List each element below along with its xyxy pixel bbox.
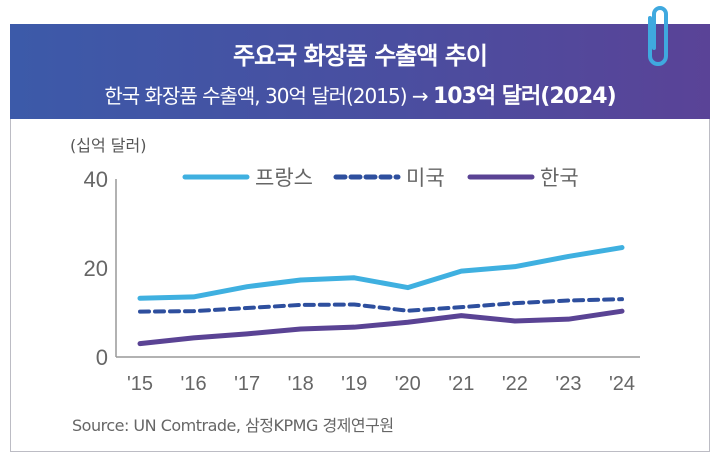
legend-label: 미국 <box>406 167 445 190</box>
series-line-2 <box>137 308 625 347</box>
x-tick-label: '24 <box>609 373 635 395</box>
legend-label: 한국 <box>540 167 579 190</box>
header-banner: 주요국 화장품 수출액 추이 한국 화장품 수출액, 30억 달러(2015) … <box>10 24 710 119</box>
legend-label: 프랑스 <box>255 167 313 190</box>
x-tick-label: '18 <box>288 373 314 395</box>
x-tick-label: '16 <box>181 373 207 395</box>
source-note: Source: UN Comtrade, 삼정KPMG 경제연구원 <box>72 416 394 435</box>
x-tick-label: '17 <box>234 373 260 395</box>
subtitle-prefix: 한국 화장품 수출액, 30억 달러(2015) → <box>104 84 433 108</box>
chart-title: 주요국 화장품 수출액 추이 <box>233 42 488 70</box>
x-tick-label: '20 <box>395 373 421 395</box>
paperclip-icon <box>648 6 668 66</box>
subtitle-emphasis: 103억 달러(2024) <box>432 84 617 109</box>
x-tick-label: '19 <box>341 373 367 395</box>
x-tick-label: '23 <box>555 373 581 395</box>
y-axis-unit: (십억 달러) <box>70 136 147 155</box>
x-tick-label: '21 <box>448 373 474 395</box>
chart-subtitle: 한국 화장품 수출액, 30억 달러(2015) → 103억 달러(2024) <box>10 78 710 110</box>
series-line-0 <box>137 245 625 301</box>
y-tick-label: 20 <box>84 256 108 281</box>
series-line-1 <box>138 297 624 314</box>
y-tick-label: 0 <box>96 345 108 370</box>
x-tick-label: '15 <box>127 373 153 395</box>
y-tick-label: 40 <box>84 167 108 192</box>
x-tick-label: '22 <box>502 373 528 395</box>
